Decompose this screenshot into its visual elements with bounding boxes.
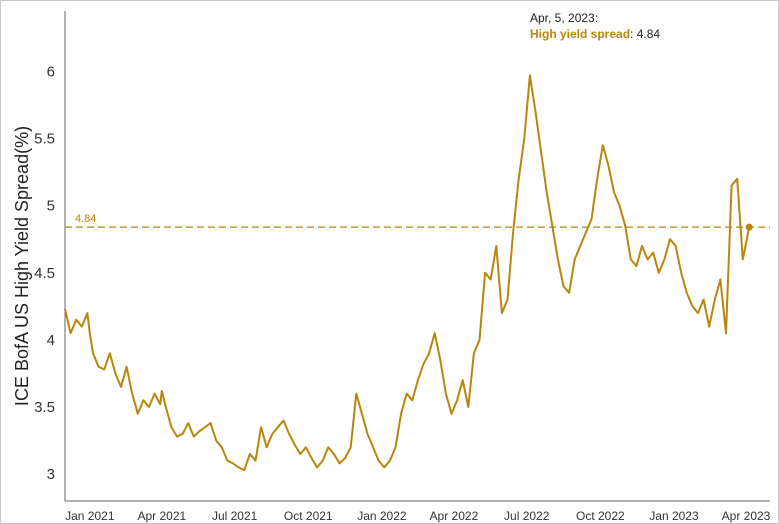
y-tick-label: 4 (47, 332, 55, 349)
x-tick-label: Jan 2021 (65, 509, 115, 523)
y-tick-label: 5 (47, 198, 55, 215)
tooltip-date: Apr, 5, 2023: (530, 11, 598, 25)
x-tick-label: Jul 2021 (212, 509, 258, 523)
x-tick-label: Apr 2023 (722, 509, 771, 523)
series-line-high-yield-spread (64, 74, 751, 472)
x-tick-label: Oct 2022 (576, 509, 625, 523)
x-tick-label: Jan 2022 (357, 509, 407, 523)
y-tick-label: 4.5 (34, 265, 55, 282)
y-tick-label: 3.5 (34, 399, 55, 416)
y-tick-label: 3 (47, 466, 55, 483)
x-axis-ticks: Jan 2021 Apr 2021 Jul 2021 Oct 2021 Jan 2022… (65, 509, 771, 523)
x-tick-label: Jul 2022 (504, 509, 550, 523)
y-axis-label: ICE BofA US High Yield Spread(%) (12, 126, 32, 406)
y-tick-label: 5.5 (34, 131, 55, 148)
hover-point[interactable] (745, 223, 753, 231)
x-tick-label: Jan 2023 (649, 509, 699, 523)
tooltip-series-label: High yield spread (530, 27, 630, 41)
x-tick-label: Apr 2022 (430, 509, 479, 523)
reference-line-label: 4.84 (75, 213, 96, 225)
tooltip-colon: : (630, 27, 637, 41)
y-axis-ticks: 3 3.5 4 4.5 5 5.5 6 (34, 63, 55, 483)
x-tick-label: Apr 2021 (137, 509, 186, 523)
tooltip-value: 4.84 (637, 27, 661, 41)
x-tick-label: Oct 2021 (284, 509, 333, 523)
y-tick-label: 6 (47, 63, 55, 80)
tooltip-value-line: High yield spread: 4.84 (530, 27, 660, 41)
